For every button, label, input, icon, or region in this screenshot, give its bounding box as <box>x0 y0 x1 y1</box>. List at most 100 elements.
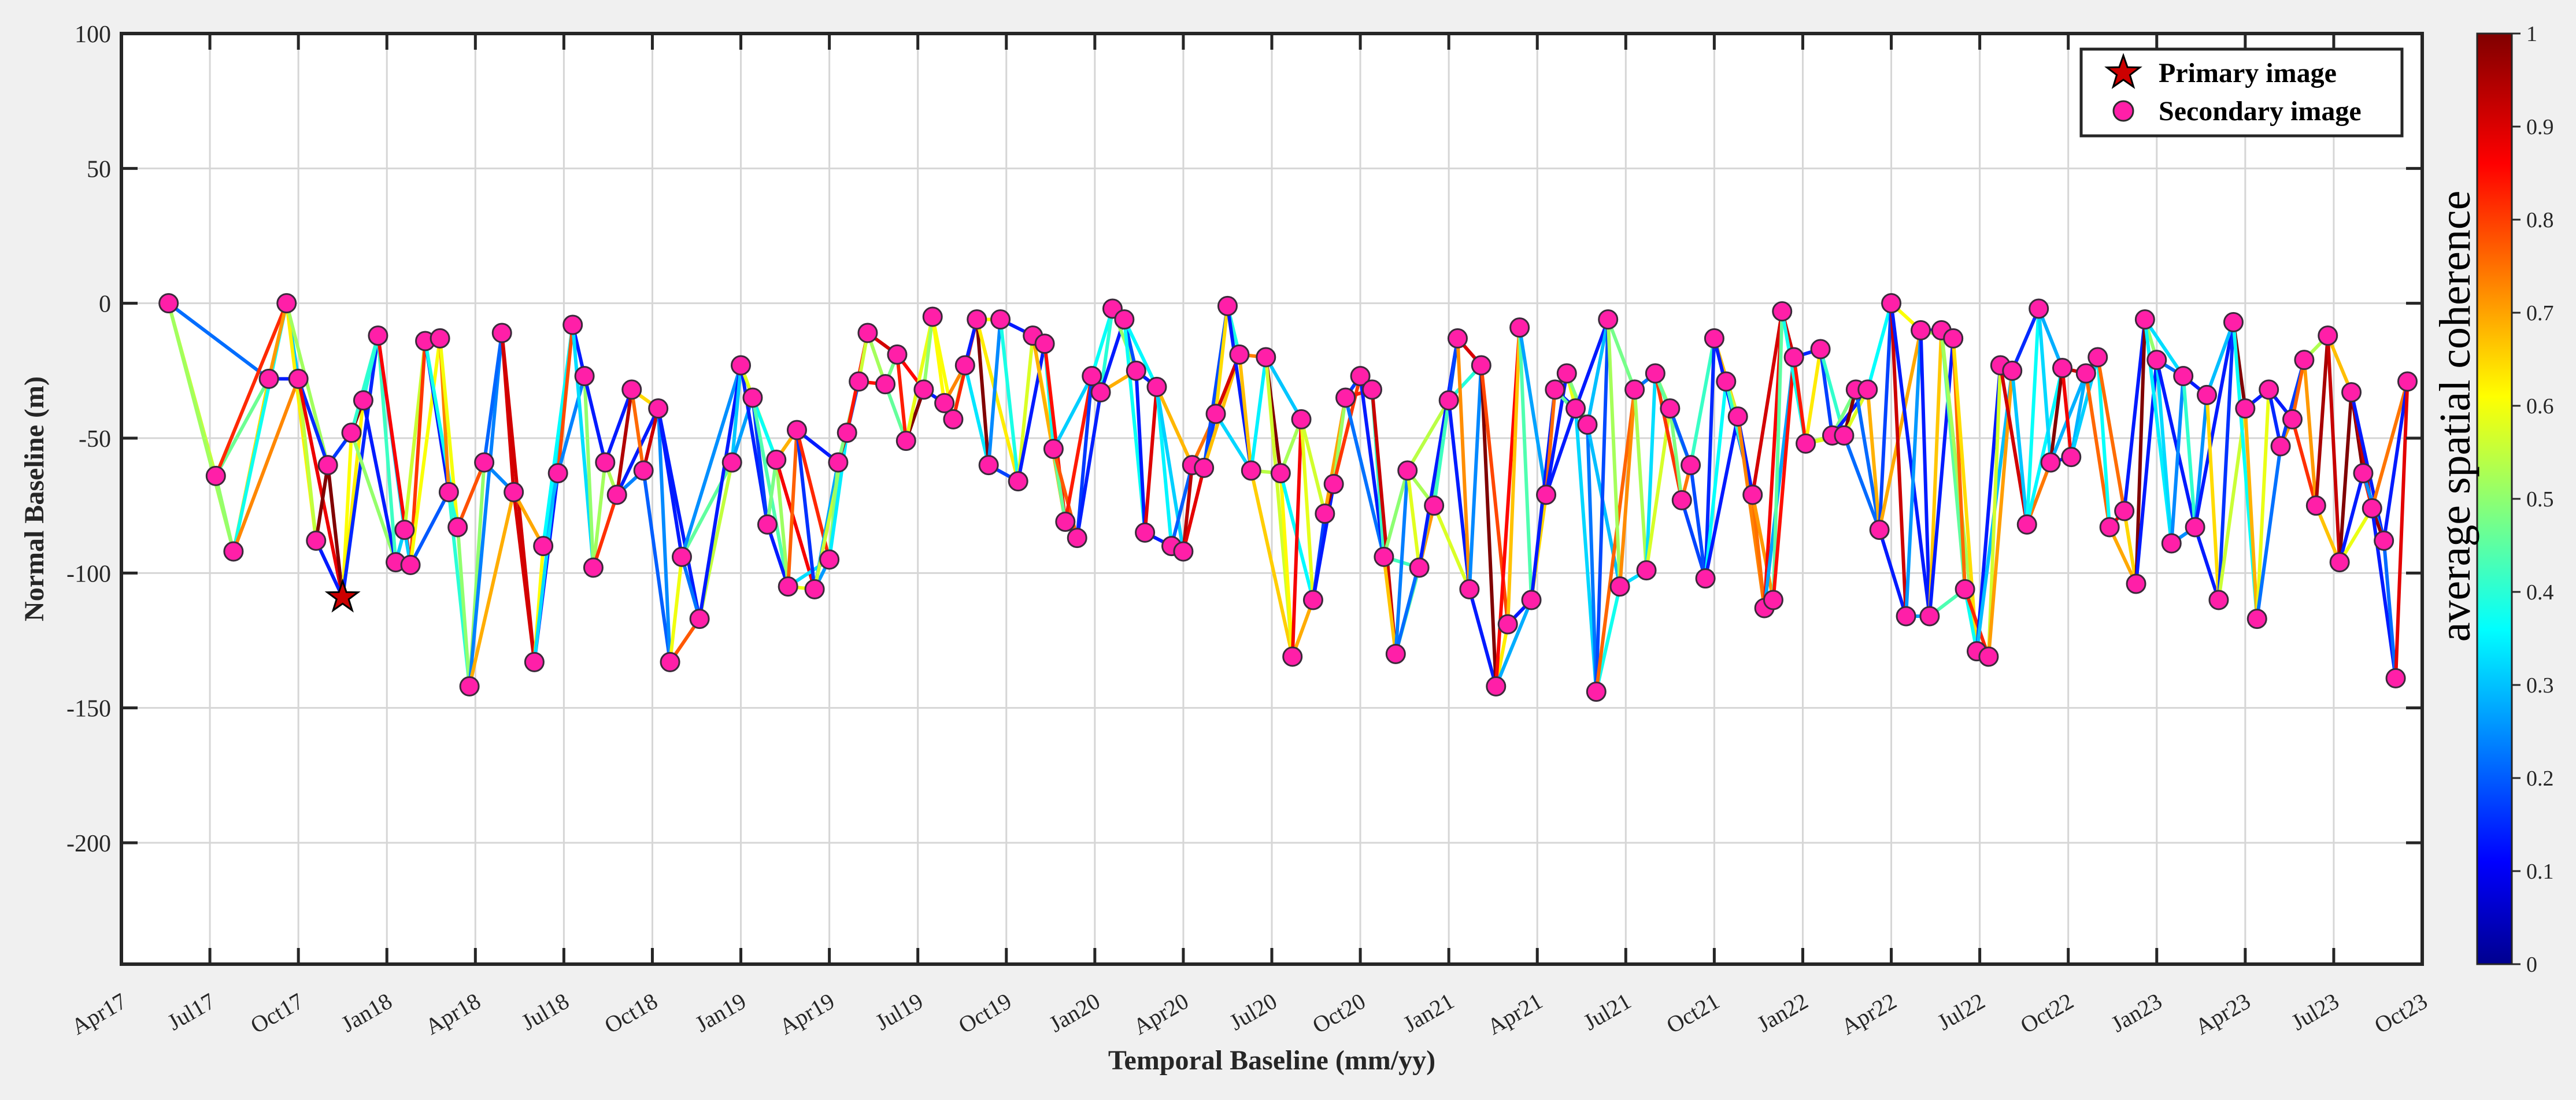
network-edge <box>1405 398 1451 472</box>
secondary-image-point <box>819 549 840 570</box>
secondary-image-point <box>1459 579 1480 599</box>
network-edge <box>963 364 991 467</box>
secondary-image-point <box>2099 517 2120 538</box>
network-edge <box>583 374 607 464</box>
network-edge <box>214 474 235 553</box>
secondary-image-point <box>1598 309 1619 330</box>
secondary-image-point <box>562 314 583 335</box>
colorbar-tick-label: 0.8 <box>2526 208 2554 232</box>
secondary-image-point <box>1586 682 1607 702</box>
secondary-image-point <box>978 455 999 476</box>
network-edge <box>2193 320 2236 529</box>
colorbar-tick-label: 0.3 <box>2526 673 2554 698</box>
secondary-image-point <box>1810 339 1831 360</box>
secondary-image-point <box>633 460 654 481</box>
network-edge <box>214 377 271 478</box>
secondary-image-point <box>276 293 297 314</box>
secondary-image-point <box>1727 406 1748 427</box>
network-edge <box>1594 388 1637 694</box>
network-edge <box>2243 406 2259 621</box>
network-edge <box>2025 366 2064 527</box>
colorbar-tick-label: 1 <box>2526 22 2537 46</box>
network-edge <box>1689 463 1708 580</box>
secondary-image-point <box>288 368 309 389</box>
network-edge <box>1594 317 1610 694</box>
secondary-image-point <box>2397 371 2418 392</box>
network-edge <box>1063 374 1094 524</box>
network-edge <box>1819 347 1834 438</box>
secondary-image-point <box>595 452 616 473</box>
y-tick-label: 0 <box>99 291 111 318</box>
secondary-image-point <box>504 482 524 502</box>
secondary-image-point <box>2208 590 2229 610</box>
network-edge <box>1052 374 1094 451</box>
primary-image-star <box>324 578 361 613</box>
network-edge <box>2143 317 2185 378</box>
network-edge <box>1998 364 2029 527</box>
secondary-image-point <box>1545 379 1565 400</box>
network-edge <box>1343 396 1386 559</box>
secondary-image-point <box>1742 484 1763 505</box>
secondary-image-point <box>804 579 825 599</box>
secondary-image-point <box>1763 590 1783 610</box>
secondary-image-point <box>1350 366 1371 387</box>
network-edge <box>2025 307 2041 527</box>
network-edge <box>630 388 646 472</box>
secondary-image-point <box>2040 452 2061 473</box>
network-edge <box>698 364 743 621</box>
colorbar-tick-label: 0.6 <box>2526 394 2554 418</box>
network-edge <box>512 490 545 548</box>
secondary-image-point <box>2294 350 2315 371</box>
network-edge <box>468 490 516 688</box>
network-edge <box>1075 390 1103 540</box>
secondary-image-point <box>1173 541 1194 562</box>
network-edge <box>1279 471 1294 658</box>
network-edge <box>456 461 486 529</box>
network-edge <box>1645 372 1657 572</box>
network-edge <box>556 323 575 475</box>
colorbar-tick-label: 0.9 <box>2526 115 2554 139</box>
secondary-image-point <box>757 514 778 535</box>
network-edge <box>1704 414 1740 580</box>
secondary-image-point <box>1082 366 1102 387</box>
network-edge <box>1382 555 1398 656</box>
secondary-image-point <box>2114 501 2135 521</box>
secondary-image-point <box>887 344 908 365</box>
secondary-image-point <box>1323 473 1344 494</box>
secondary-image-point <box>2270 436 2291 457</box>
colorbar-ticks: 0 0.1 0.2 0.3 0.4 0.5 0.6 0.7 0.8 0.9 1 <box>2512 22 2554 977</box>
network-edge <box>2370 380 2410 510</box>
secondary-image-point <box>1869 520 1890 540</box>
legend-star-icon <box>2104 53 2142 90</box>
secondary-image-point <box>1217 295 1238 316</box>
network-edge <box>297 377 318 543</box>
secondary-image-point <box>2246 609 2267 629</box>
legend: Primary image Secondary image <box>2079 47 2404 138</box>
secondary-image-point <box>1146 376 1167 397</box>
secondary-image-point <box>828 452 849 473</box>
secondary-image-point <box>1043 439 1064 460</box>
secondary-image-point <box>731 355 752 376</box>
network-edge <box>668 555 684 664</box>
secondary-image-point <box>306 530 327 551</box>
network-edge <box>1300 417 1327 516</box>
colorbar-tick-label: 0.1 <box>2526 860 2554 884</box>
secondary-image-point <box>1229 344 1250 365</box>
secondary-image-point <box>1695 568 1716 589</box>
secondary-image-point <box>766 449 787 470</box>
secondary-image-point <box>934 392 955 413</box>
secondary-image-point <box>1409 557 1430 578</box>
network-edge <box>297 377 345 599</box>
network-edge <box>409 490 451 567</box>
network-edge <box>1704 380 1728 580</box>
network-edge <box>1090 307 1115 378</box>
secondary-image-point <box>990 309 1011 330</box>
network-edge <box>975 317 1020 483</box>
colorbar-tick-label: 0 <box>2526 953 2537 977</box>
secondary-image-point <box>1911 320 1931 340</box>
secondary-image-point <box>1008 471 1028 492</box>
network-edge <box>1951 336 1979 653</box>
network-edge <box>1494 598 1534 688</box>
network-edge <box>1467 364 1483 591</box>
y-tick-label: -50 <box>79 426 111 453</box>
